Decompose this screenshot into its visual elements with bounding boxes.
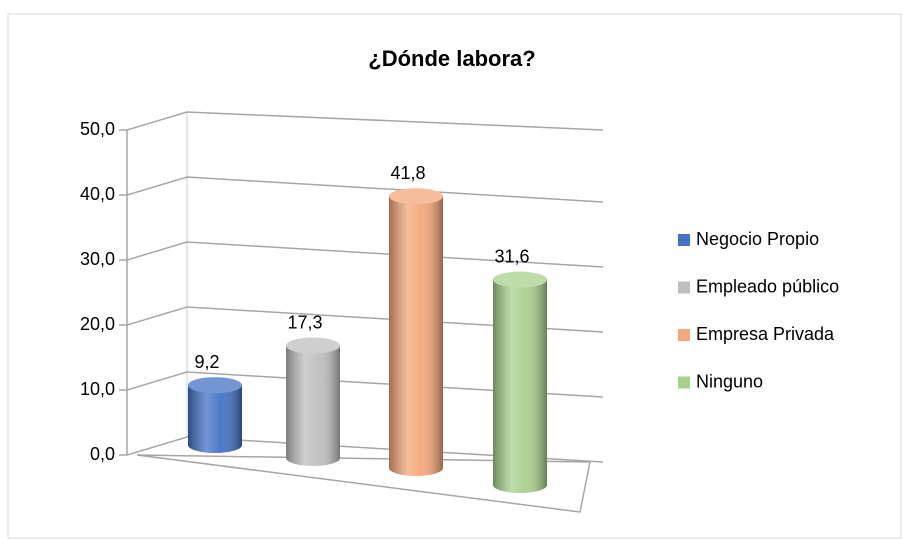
data-label: 17,3 xyxy=(287,312,322,332)
data-label: 41,8 xyxy=(390,163,425,183)
legend-label: Negocio Propio xyxy=(696,229,819,249)
axes xyxy=(136,454,591,513)
legend-swatch xyxy=(678,376,690,389)
grid-line xyxy=(126,371,604,398)
bar-top xyxy=(188,377,242,394)
bar-top xyxy=(389,188,443,205)
y-tick-label: 0,0 xyxy=(90,444,115,464)
bar-top-shine xyxy=(188,377,242,394)
legend-swatch xyxy=(678,329,690,341)
chart-title: ¿Dónde labora? xyxy=(368,46,535,71)
grid-line xyxy=(126,241,604,268)
legend-label: Ninguno xyxy=(696,371,763,391)
y-tick-label: 10,0 xyxy=(80,379,115,399)
bar-top-shine xyxy=(286,337,340,354)
data-label: 31,6 xyxy=(494,246,529,266)
legend-label: Empresa Privada xyxy=(696,324,835,344)
y-tick-label: 30,0 xyxy=(80,249,115,269)
y-tick-label: 20,0 xyxy=(80,314,115,334)
grid-line xyxy=(126,436,604,463)
data-label: 9,2 xyxy=(194,352,219,372)
bar-shade xyxy=(188,385,242,453)
grid-line xyxy=(126,306,604,333)
y-tick-label: 40,0 xyxy=(80,184,115,204)
y-tick-label: 50,0 xyxy=(80,119,115,139)
bar-shade xyxy=(286,345,340,466)
floor xyxy=(136,454,591,513)
bar-top xyxy=(286,337,340,354)
bar-top xyxy=(493,271,547,288)
grid-line xyxy=(126,111,604,131)
bar-top-shine xyxy=(493,271,547,288)
legend-swatch xyxy=(678,281,690,294)
bar-shade xyxy=(389,196,443,477)
chart-border xyxy=(7,13,902,539)
bar-top-shine xyxy=(389,188,443,205)
bar-shade xyxy=(493,279,547,493)
legend-swatch xyxy=(678,234,690,246)
legend-label: Empleado público xyxy=(696,276,839,296)
grid-line xyxy=(126,176,604,203)
